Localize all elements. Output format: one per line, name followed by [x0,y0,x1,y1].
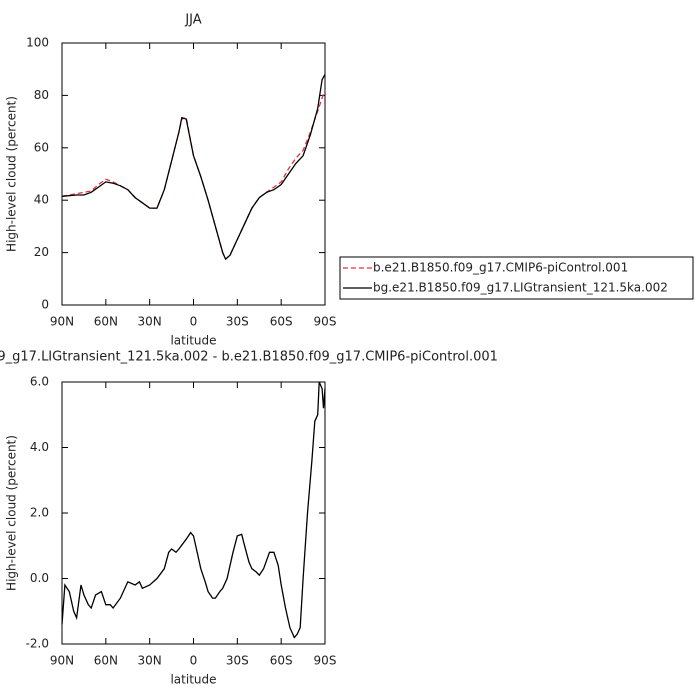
y-tick-label: 2.0 [30,506,49,520]
y-tick-label: 4.0 [30,440,49,454]
x-tick-label: 30S [226,654,249,668]
x-tick-label: 60N [94,654,118,668]
y-axis-label: High-level cloud (percent) [5,96,19,252]
x-axis-label: latitude [170,334,216,348]
y-tick-label: 20 [34,245,49,259]
data-line [61,89,326,261]
plot-frame [61,381,326,645]
x-tick-label: 60S [270,654,293,668]
x-tick-label: 0 [190,315,198,329]
x-tick-label: 90S [314,654,337,668]
y-tick-label: 0.0 [30,571,49,585]
x-tick-label: 30S [226,315,249,329]
legend-label: b.e21.B1850.f09_g17.CMIP6-piControl.001 [373,261,628,275]
y-tick-label: 60 [34,140,49,154]
data-line [61,74,326,261]
y-tick-label: 0 [41,298,49,312]
x-tick-label: 30N [138,315,162,329]
x-tick-label: 90S [314,315,337,329]
chart-title: JJA [184,13,201,28]
chart-title: bg.e21.B1850.f09_g17.LIGtransient_121.5k… [0,350,498,365]
y-tick-label: 6.0 [30,375,49,389]
y-axis-label: High-level cloud (percent) [5,435,19,591]
data-line [61,381,326,639]
x-tick-label: 60S [270,315,293,329]
y-tick-label: 100 [26,36,49,50]
x-tick-label: 90N [50,315,74,329]
x-tick-label: 60N [94,315,118,329]
y-tick-label: 80 [34,88,49,102]
legend-frame [339,256,694,300]
legend-label: bg.e21.B1850.f09_g17.LIGtransient_121.5k… [373,281,668,295]
x-tick-label: 30N [138,654,162,668]
x-tick-label: 90N [50,654,74,668]
x-tick-label: 0 [190,654,198,668]
y-tick-label: -2.0 [26,637,49,651]
x-axis-label: latitude [170,673,216,687]
y-tick-label: 40 [34,193,49,207]
